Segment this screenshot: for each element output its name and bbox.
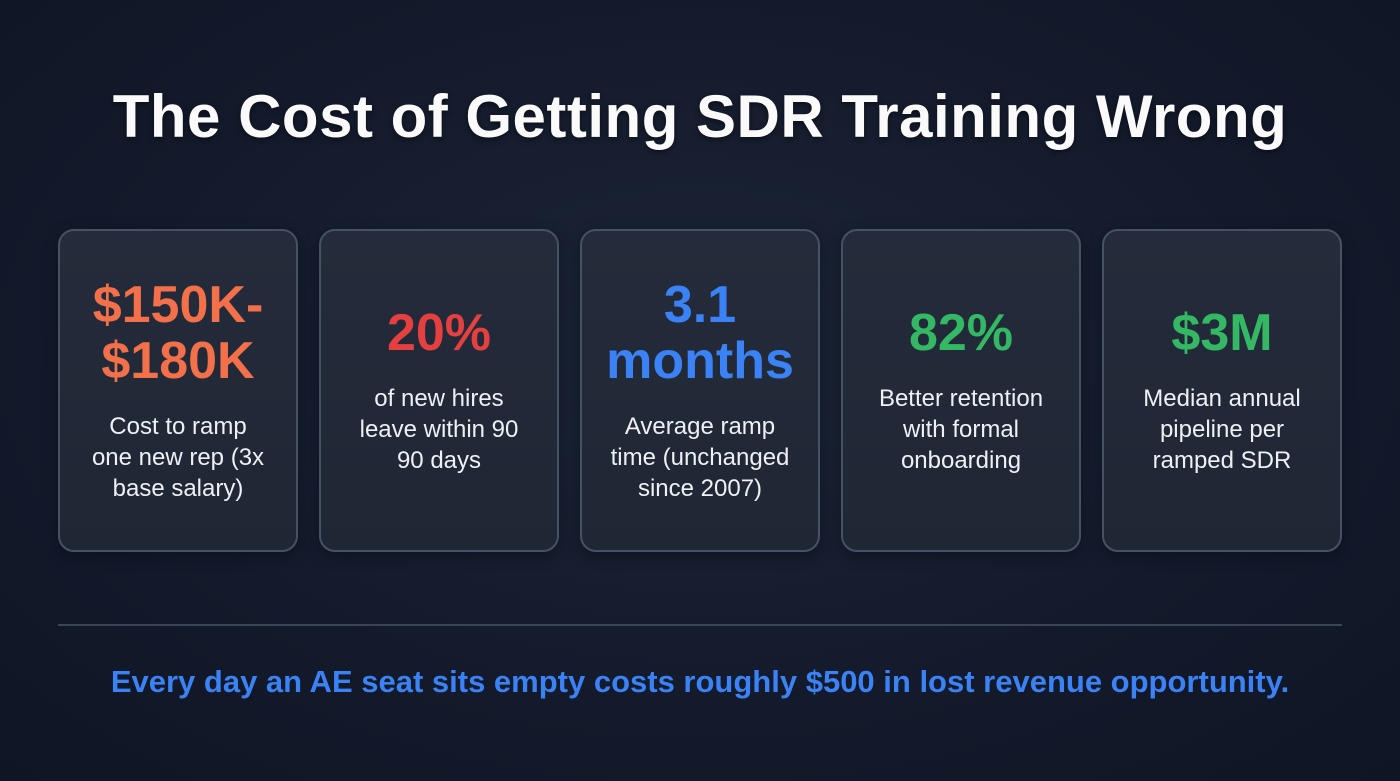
stat-value: 3.1 months: [606, 276, 794, 390]
stat-description: of new hires leave within 90 90 days: [359, 385, 519, 474]
stat-value: $150K- $180K: [92, 276, 264, 390]
stat-description: Cost to ramp one new rep (3x base salary…: [91, 413, 265, 502]
stat-card-retention: 82% Better retention with formal onboard…: [841, 229, 1081, 552]
stat-value: 82%: [908, 304, 1014, 362]
stat-description: Median annual pipeline per ramped SDR: [1143, 385, 1301, 474]
stat-card-attrition: 20% of new hires leave within 90 90 days: [319, 229, 559, 552]
stat-value: $3M: [1171, 304, 1273, 362]
stat-description: Better retention with formal onboarding: [878, 385, 1044, 474]
divider: [58, 624, 1342, 626]
footer-callout: Every day an AE seat sits empty costs ro…: [110, 664, 1290, 699]
stat-description: Average ramp time (unchanged since 2007): [610, 413, 790, 502]
stat-cards: $150K- $180K Cost to ramp one new rep (3…: [58, 229, 1342, 552]
stat-value: 20%: [386, 304, 492, 362]
stat-card-ramp-cost: $150K- $180K Cost to ramp one new rep (3…: [58, 229, 298, 552]
page-title: The Cost of Getting SDR Training Wrong: [112, 83, 1288, 150]
stat-card-ramp-time: 3.1 months Average ramp time (unchanged …: [580, 229, 820, 552]
stat-card-pipeline: $3M Median annual pipeline per ramped SD…: [1102, 229, 1342, 552]
